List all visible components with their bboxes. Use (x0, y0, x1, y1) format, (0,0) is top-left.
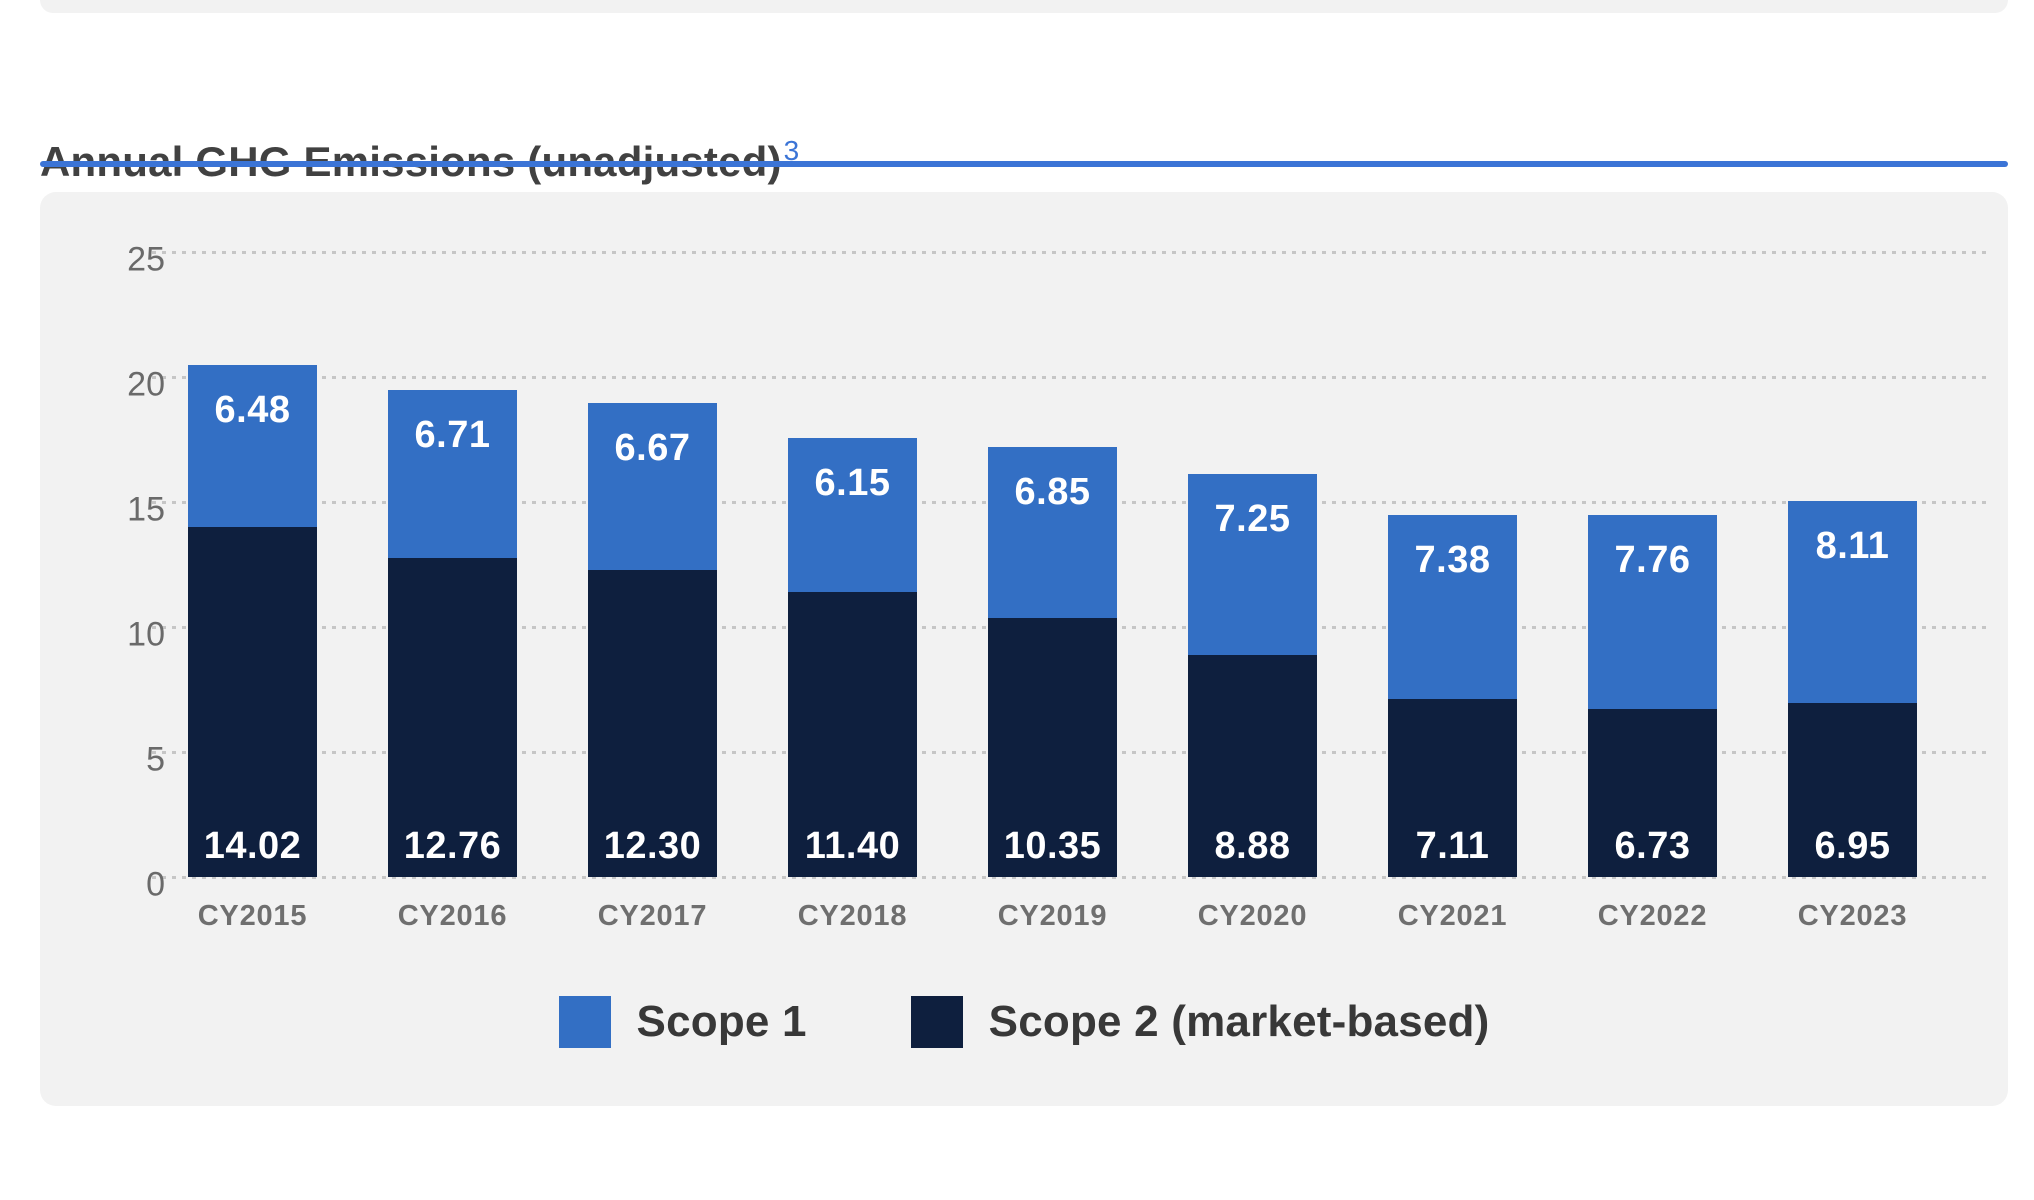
x-axis-label-CY2022: CY2022 (1597, 900, 1708, 932)
bar-value-scope-1-CY2021: 7.38 (1414, 538, 1491, 581)
bar-group-CY2016: 6.71 12.76 (388, 390, 517, 877)
gridline-y-20 (152, 376, 1986, 379)
x-axis-label-CY2021: CY2021 (1397, 900, 1508, 932)
x-axis-label-CY2023: CY2023 (1797, 900, 1908, 932)
y-axis-label-5: 5 (146, 740, 165, 779)
footnote-reference: 3 (783, 135, 800, 167)
bar-segment-scope-1-CY2018: 6.15 (788, 438, 917, 592)
bar-value-scope-2-CY2017: 12.30 (603, 825, 702, 867)
plot-area: 0 5 10 15 20 25 6.48 14.02 CY2015 6.71 12.76 CY2016… (40, 192, 2008, 1106)
bar-segment-scope-2-CY2022: 6.73 (1588, 708, 1717, 877)
bar-value-scope-1-CY2020: 7.25 (1214, 497, 1291, 540)
legend-swatch-scope-2 (910, 996, 963, 1048)
previous-section-strip (40, 0, 2008, 13)
bar-value-scope-1-CY2022: 7.76 (1614, 538, 1691, 581)
bar-value-scope-2-CY2021: 7.11 (1415, 825, 1490, 867)
bar-group-CY2023: 8.11 6.95 (1788, 500, 1917, 877)
bar-segment-scope-2-CY2020: 8.88 (1188, 655, 1317, 877)
bar-segment-scope-1-CY2017: 6.67 (588, 402, 717, 570)
bar-segment-scope-2-CY2023: 6.95 (1788, 703, 1917, 877)
bar-segment-scope-1-CY2021: 7.38 (1388, 514, 1517, 700)
bar-segment-scope-2-CY2017: 12.30 (588, 569, 717, 877)
x-axis-label-CY2016: CY2016 (397, 900, 508, 932)
bar-segment-scope-1-CY2022: 7.76 (1588, 514, 1717, 709)
legend-swatch-scope-1 (558, 996, 611, 1048)
bar-segment-scope-2-CY2018: 11.40 (788, 592, 917, 877)
bar-segment-scope-2-CY2019: 10.35 (988, 618, 1117, 877)
gridline-y-0 (152, 876, 1986, 879)
bar-value-scope-2-CY2015: 14.02 (203, 825, 302, 867)
x-axis-label-CY2018: CY2018 (797, 900, 908, 932)
bar-group-CY2022: 7.76 6.73 (1588, 514, 1717, 877)
y-axis-label-10: 10 (127, 615, 165, 654)
bar-group-CY2015: 6.48 14.02 (188, 364, 317, 877)
bar-value-scope-2-CY2022: 6.73 (1614, 825, 1691, 867)
y-axis-label-20: 20 (127, 365, 165, 404)
bar-value-scope-2-CY2016: 12.76 (403, 825, 502, 867)
legend-label-scope-2: Scope 2 (market-based) (988, 997, 1490, 1046)
bar-segment-scope-1-CY2020: 7.25 (1188, 473, 1317, 655)
legend-item-scope-1: Scope 1 (558, 996, 807, 1048)
bar-value-scope-1-CY2019: 6.85 (1014, 471, 1091, 513)
y-axis-label-0: 0 (146, 865, 165, 904)
chart-legend: Scope 1 Scope 2 (market-based) (40, 996, 2008, 1048)
bar-value-scope-2-CY2018: 11.40 (804, 825, 901, 867)
bar-segment-scope-2-CY2015: 14.02 (188, 526, 317, 877)
bar-value-scope-1-CY2016: 6.71 (414, 414, 491, 457)
x-axis-label-CY2020: CY2020 (1197, 900, 1308, 932)
bar-segment-scope-2-CY2016: 12.76 (388, 558, 517, 877)
bar-segment-scope-1-CY2019: 6.85 (988, 447, 1117, 619)
chart-panel: 0 5 10 15 20 25 6.48 14.02 CY2015 6.71 12.76 CY2016… (40, 192, 2008, 1106)
bar-segment-scope-2-CY2021: 7.11 (1388, 699, 1517, 877)
bar-group-CY2019: 6.85 10.35 (988, 447, 1117, 877)
page-title: Annual GHG Emissions (unadjusted)3 (40, 129, 799, 184)
legend-label-scope-1: Scope 1 (636, 997, 807, 1046)
bar-group-CY2017: 6.67 12.30 (588, 402, 717, 877)
bar-value-scope-1-CY2018: 6.15 (814, 462, 891, 505)
bar-value-scope-2-CY2019: 10.35 (1003, 825, 1102, 867)
bar-value-scope-1-CY2017: 6.67 (614, 426, 691, 469)
y-axis-label-15: 15 (127, 490, 165, 529)
y-axis-label-25: 25 (127, 240, 165, 279)
legend-item-scope-2: Scope 2 (market-based) (910, 996, 1490, 1048)
x-axis-label-CY2017: CY2017 (597, 900, 708, 932)
bar-value-scope-2-CY2023: 6.95 (1814, 825, 1891, 867)
x-axis-label-CY2019: CY2019 (997, 900, 1108, 932)
bar-value-scope-1-CY2023: 8.11 (1815, 524, 1890, 567)
bar-value-scope-1-CY2015: 6.48 (214, 388, 291, 431)
bar-value-scope-2-CY2020: 8.88 (1214, 825, 1291, 867)
bar-segment-scope-1-CY2015: 6.48 (188, 364, 317, 527)
gridline-y-25 (152, 251, 1986, 254)
bar-group-CY2021: 7.38 7.11 (1388, 514, 1517, 877)
bar-segment-scope-1-CY2016: 6.71 (388, 390, 517, 558)
x-axis-label-CY2015: CY2015 (197, 900, 308, 932)
bar-segment-scope-1-CY2023: 8.11 (1788, 500, 1917, 704)
title-underline-rule (40, 161, 2008, 167)
bar-group-CY2020: 7.25 8.88 (1188, 473, 1317, 877)
bar-group-CY2018: 6.15 11.40 (788, 438, 917, 877)
